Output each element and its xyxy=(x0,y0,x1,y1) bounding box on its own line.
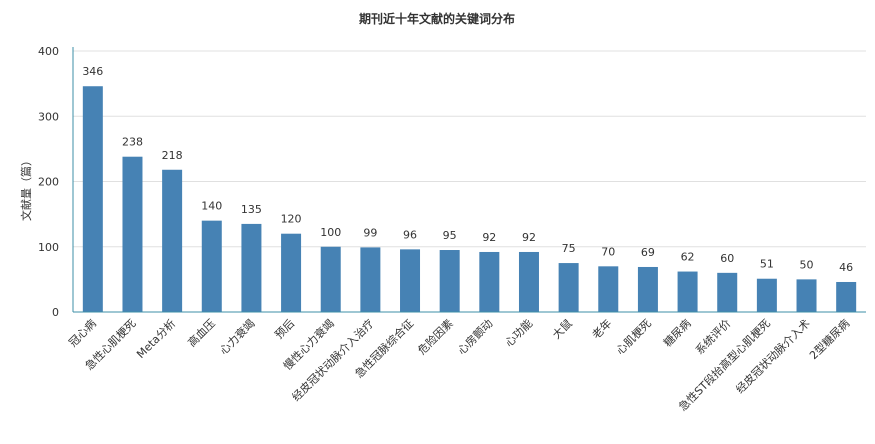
bar xyxy=(400,249,421,312)
x-tick-label: Meta分析 xyxy=(133,316,178,361)
x-tick-label: 心房颤动 xyxy=(454,316,495,357)
bar xyxy=(439,250,460,312)
data-label: 46 xyxy=(839,261,853,274)
bar xyxy=(637,266,658,312)
data-label: 96 xyxy=(403,228,417,241)
x-tick-label: 心功能 xyxy=(502,316,535,349)
data-label: 238 xyxy=(122,136,143,149)
x-tick-label: 糖尿病 xyxy=(660,316,693,349)
x-tick-label: 系统评价 xyxy=(693,317,733,357)
data-label: 70 xyxy=(601,245,615,258)
data-label: 99 xyxy=(363,226,377,239)
data-label: 60 xyxy=(720,252,734,265)
data-label: 95 xyxy=(443,229,457,242)
grid-lines xyxy=(73,50,866,248)
x-tick-label: 预后 xyxy=(272,317,297,342)
bar xyxy=(558,263,579,312)
bar xyxy=(281,233,302,312)
bar xyxy=(677,271,698,312)
x-tick-label: 危险因素 xyxy=(415,316,456,357)
x-tick-label: 老年 xyxy=(589,316,614,341)
bar xyxy=(717,272,738,312)
y-tick-label: 100 xyxy=(38,241,59,254)
x-tick-label: 经皮冠状动脉介入术 xyxy=(733,316,813,396)
data-label: 69 xyxy=(641,246,655,259)
data-label: 140 xyxy=(201,200,222,213)
x-tick-label: 大鼠 xyxy=(549,316,574,341)
data-label: 218 xyxy=(162,149,183,162)
bar xyxy=(320,246,341,312)
data-label: 51 xyxy=(760,258,774,271)
bar xyxy=(241,223,262,312)
x-tick-label: 2型糖尿病 xyxy=(806,316,852,362)
data-label: 135 xyxy=(241,203,262,216)
bar xyxy=(82,86,103,312)
chart-title: 期刊近十年文献的关键词分布 xyxy=(359,11,515,26)
data-label: 120 xyxy=(281,213,302,226)
y-tick-label: 200 xyxy=(38,176,59,189)
bar xyxy=(122,156,143,312)
bar xyxy=(756,278,777,312)
bar xyxy=(518,251,539,312)
x-tick-label: 心力衰竭 xyxy=(217,316,258,357)
bar xyxy=(479,251,500,312)
bar xyxy=(598,266,619,312)
data-label: 92 xyxy=(482,231,496,244)
bar xyxy=(360,247,381,312)
axes xyxy=(72,47,866,313)
y-tick-label: 400 xyxy=(38,45,59,58)
bar xyxy=(162,169,183,312)
y-tick-label: 0 xyxy=(52,306,59,319)
x-tick-label: 高血压 xyxy=(185,316,218,349)
data-label: 75 xyxy=(562,242,576,255)
data-label: 100 xyxy=(320,226,341,239)
bar xyxy=(836,281,857,312)
bar xyxy=(796,279,817,312)
y-axis-ticks: 0 100 200 300 400 xyxy=(38,45,59,319)
data-label: 62 xyxy=(681,251,695,264)
bars xyxy=(82,86,857,312)
x-tick-label: 冠心病 xyxy=(66,316,99,349)
bar xyxy=(201,220,222,312)
data-labels: 346 238 218 140 135 120 100 99 96 95 92 92 75 70 69 62 6… xyxy=(82,65,853,274)
y-tick-label: 300 xyxy=(38,110,59,123)
y-axis-label: 文献量（篇） xyxy=(19,155,33,221)
x-tick-label: 心肌梗死 xyxy=(613,316,654,357)
data-label: 346 xyxy=(82,65,103,78)
data-label: 50 xyxy=(800,258,814,271)
data-label: 92 xyxy=(522,231,536,244)
